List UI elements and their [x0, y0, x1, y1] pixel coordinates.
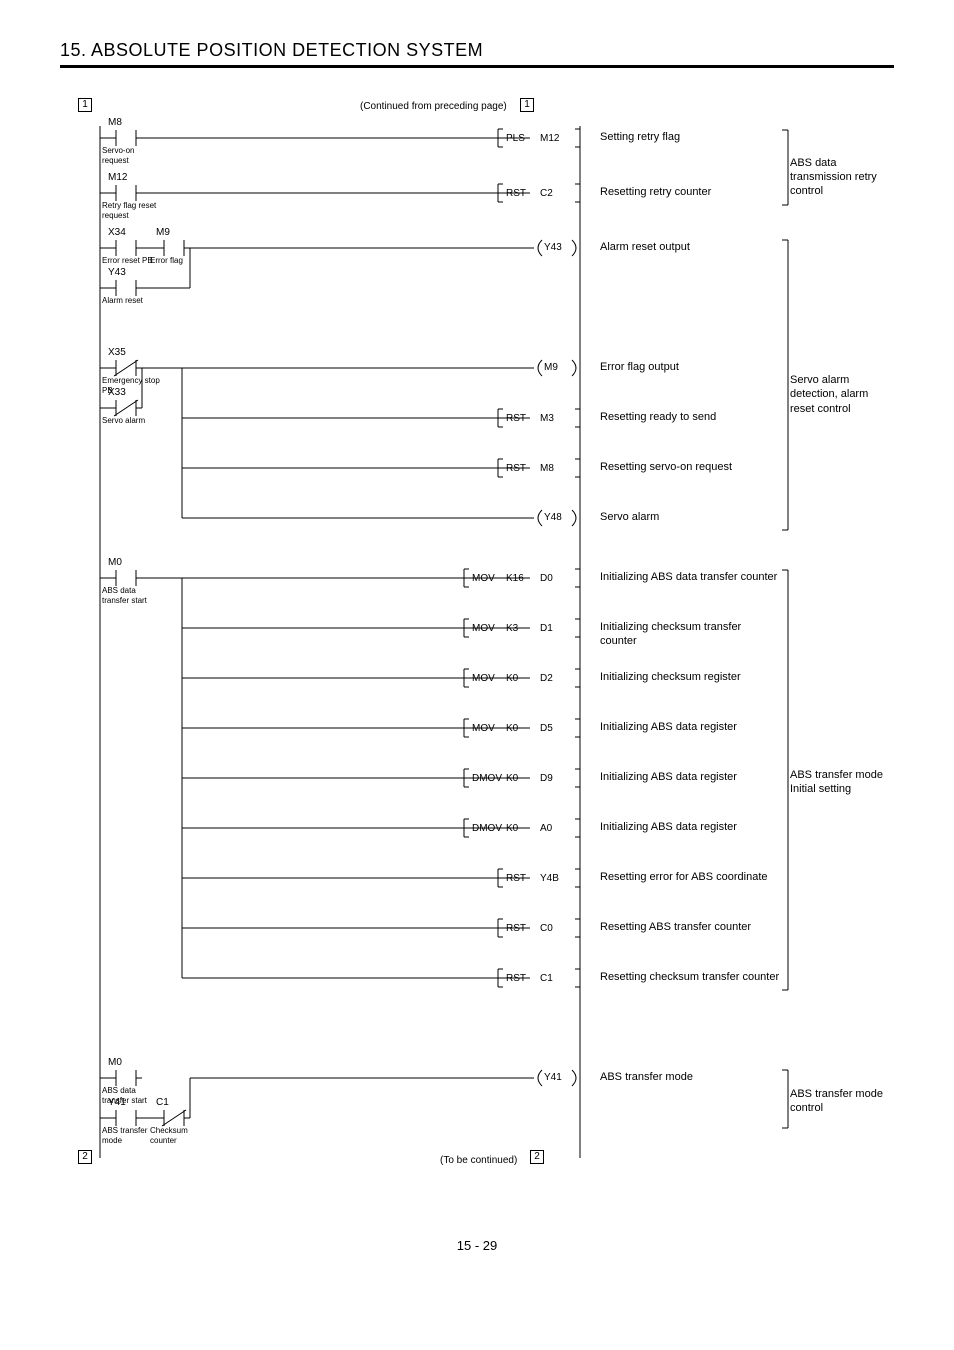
diagram-label: C0 — [540, 922, 553, 935]
diagram-label: Error flag — [150, 256, 210, 266]
ladder-diagram: (Continued from preceding page) 1 1 ABS dat… — [60, 98, 894, 1198]
diagram-label: Initializing ABS data register — [600, 720, 780, 734]
diagram-label: MOV — [472, 572, 495, 585]
diagram-label: Y4B — [540, 872, 559, 885]
diagram-label: DMOV — [472, 772, 502, 785]
page-footer: 15 - 29 — [60, 1238, 894, 1253]
diagram-label: Y43 — [544, 241, 562, 254]
diagram-label: Initializing ABS data register — [600, 820, 780, 834]
diagram-label: RST — [506, 187, 526, 200]
diagram-label: PLS — [506, 132, 525, 145]
to-be-continued-box: 2 — [530, 1150, 544, 1164]
diagram-label: Initializing ABS data transfer counter — [600, 570, 780, 584]
diagram-label: A0 — [540, 822, 552, 835]
diagram-label: M12 — [540, 132, 559, 145]
diagram-label: Retry flag reset request — [102, 201, 162, 222]
diagram-label: Servo alarm — [600, 510, 780, 524]
diagram-label: Resetting servo-on request — [600, 460, 780, 474]
diagram-label: ABS data transfer start — [102, 586, 162, 607]
diagram-label: K0 — [506, 822, 518, 835]
diagram-label: RST — [506, 972, 526, 985]
diagram-label: ABS transfer mode — [600, 1070, 780, 1084]
diagram-label: Y43 — [108, 266, 126, 279]
diagram-label: RST — [506, 872, 526, 885]
diagram-label: Error flag output — [600, 360, 780, 374]
continued-from-box: 1 — [520, 98, 534, 112]
diagram-label: K16 — [506, 572, 524, 585]
diagram-label: Setting retry flag — [600, 130, 780, 144]
page-title: 15. ABSOLUTE POSITION DETECTION SYSTEM — [60, 40, 894, 61]
diagram-label: ABS transfer mode control — [790, 1087, 892, 1116]
diagram-label: K0 — [506, 772, 518, 785]
diagram-label: ABS transfer mode Initial setting — [790, 768, 892, 797]
diagram-label: Servo alarm detection, alarm reset contr… — [790, 373, 892, 416]
diagram-label: Resetting ABS transfer counter — [600, 920, 780, 934]
diagram-label: (Continued from preceding page) — [360, 100, 507, 113]
diagram-label: RST — [506, 462, 526, 475]
diagram-label: RST — [506, 412, 526, 425]
diagram-label: M9 — [544, 361, 558, 374]
diagram-label: RST — [506, 922, 526, 935]
diagram-label: Resetting error for ABS coordinate — [600, 870, 780, 884]
diagram-label: ABS data transmission retry control — [790, 156, 892, 199]
page-header: 15. ABSOLUTE POSITION DETECTION SYSTEM — [60, 40, 894, 68]
diagram-label: D9 — [540, 772, 553, 785]
diagram-label: DMOV — [472, 822, 502, 835]
diagram-label: X34 — [108, 226, 126, 239]
left-marker-bottom: 2 — [78, 1150, 92, 1164]
diagram-label: M0 — [108, 556, 122, 569]
diagram-label: C1 — [540, 972, 553, 985]
diagram-label: Resetting ready to send — [600, 410, 780, 424]
diagram-label: D5 — [540, 722, 553, 735]
diagram-label: Alarm reset — [102, 296, 162, 306]
diagram-label: M12 — [108, 171, 127, 184]
diagram-label: X35 — [108, 346, 126, 359]
diagram-label: D1 — [540, 622, 553, 635]
diagram-label: K0 — [506, 672, 518, 685]
diagram-label: C2 — [540, 187, 553, 200]
left-marker-top: 1 — [78, 98, 92, 112]
diagram-label: K0 — [506, 722, 518, 735]
diagram-label: Servo-on request — [102, 146, 162, 167]
diagram-label: Y48 — [544, 511, 562, 524]
diagram-label: ABS transfer mode — [102, 1126, 152, 1147]
diagram-label: X33 — [108, 386, 126, 399]
diagram-label: M3 — [540, 412, 554, 425]
diagram-label: MOV — [472, 622, 495, 635]
diagram-label: Checksum counter — [150, 1126, 200, 1147]
diagram-label: M8 — [108, 116, 122, 129]
diagram-label: Initializing checksum transfer counter — [600, 620, 780, 649]
diagram-label: Y41 — [544, 1071, 562, 1084]
diagram-label: D2 — [540, 672, 553, 685]
diagram-label: M9 — [156, 226, 170, 239]
diagram-label: Initializing checksum register — [600, 670, 780, 684]
diagram-label: (To be continued) — [440, 1154, 517, 1167]
diagram-label: MOV — [472, 672, 495, 685]
diagram-label: M8 — [540, 462, 554, 475]
diagram-label: Initializing ABS data register — [600, 770, 780, 784]
diagram-label: C1 — [156, 1096, 169, 1109]
diagram-label: Servo alarm — [102, 416, 162, 426]
diagram-label: MOV — [472, 722, 495, 735]
diagram-label: Y41 — [108, 1096, 126, 1109]
diagram-label: Resetting checksum transfer counter — [600, 970, 780, 984]
diagram-label: Resetting retry counter — [600, 185, 780, 199]
diagram-label: Alarm reset output — [600, 240, 780, 254]
diagram-label: M0 — [108, 1056, 122, 1069]
diagram-label: D0 — [540, 572, 553, 585]
diagram-label: K3 — [506, 622, 518, 635]
